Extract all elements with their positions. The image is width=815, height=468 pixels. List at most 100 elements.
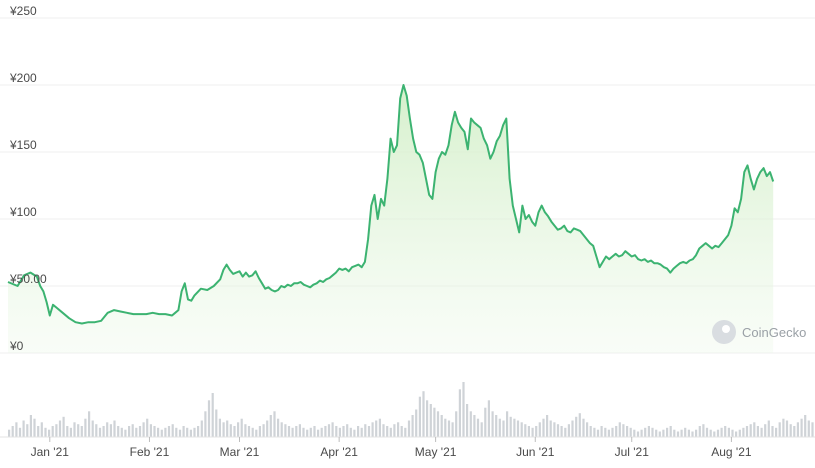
volume-bar <box>600 426 603 437</box>
volume-bar <box>796 422 799 437</box>
volume-bar <box>342 426 345 437</box>
volume-bar <box>95 424 98 437</box>
volume-bar <box>251 427 254 437</box>
volume-bars <box>0 382 815 438</box>
volume-bar <box>22 420 25 437</box>
volume-bar <box>167 426 171 437</box>
volume-bar <box>48 429 51 437</box>
volume-bar <box>695 429 698 437</box>
y-tick-label: ¥150 <box>9 138 37 152</box>
volume-bar <box>69 427 72 437</box>
volume-bar <box>18 427 22 437</box>
volume-bar <box>160 429 163 437</box>
volume-bar <box>735 431 738 437</box>
volume-bar <box>15 422 18 437</box>
y-tick-label: ¥50.00 <box>9 272 47 286</box>
x-tick-label: Aug '21 <box>711 445 752 459</box>
volume-bar <box>367 426 371 437</box>
volume-bar <box>364 424 367 437</box>
volume-bar <box>207 400 211 437</box>
volume-bar <box>724 426 727 437</box>
volume-bar <box>298 424 301 437</box>
volume-bar <box>775 427 778 437</box>
volume-bar <box>124 429 127 437</box>
volume-bar <box>546 415 549 437</box>
volume-bar <box>684 427 687 437</box>
x-tick-label: May '21 <box>415 445 457 459</box>
volume-bar <box>469 411 472 437</box>
volume-bar <box>189 429 192 437</box>
volume-bar <box>764 424 767 437</box>
volume-bar <box>8 429 11 437</box>
volume-bar <box>560 426 563 437</box>
volume-bar <box>676 431 680 437</box>
volume-bar <box>109 424 112 437</box>
volume-bar <box>29 415 32 437</box>
volume-bar <box>422 391 425 437</box>
volume-bar <box>687 429 690 437</box>
volume-bar <box>389 427 392 437</box>
volume-bar <box>727 427 730 437</box>
volume-bar <box>120 427 123 437</box>
volume-bar <box>353 429 356 437</box>
volume-bar <box>778 422 781 437</box>
volume-bar <box>426 400 429 437</box>
volume-bar <box>113 420 116 437</box>
watermark-label: CoinGecko <box>742 325 806 340</box>
volume-bar <box>506 411 509 437</box>
volume-bar <box>564 427 567 437</box>
volume-bar <box>117 426 120 437</box>
volume-bar <box>393 424 396 437</box>
volume-bar <box>131 424 134 437</box>
y-tick-label: ¥100 <box>9 205 37 219</box>
coingecko-watermark: CoinGecko <box>712 320 806 344</box>
volume-bar <box>451 422 454 437</box>
volume-bar <box>484 407 487 437</box>
volume-bar <box>415 409 418 437</box>
volume-bar <box>273 411 276 437</box>
volume-bar <box>153 426 156 437</box>
volume-bar <box>429 404 432 437</box>
volume-bar <box>720 427 723 437</box>
volume-bar <box>404 427 407 437</box>
volume-bar <box>622 424 625 437</box>
volume-bar <box>240 418 243 437</box>
volume-bar <box>793 426 796 437</box>
volume-bar <box>317 429 320 437</box>
volume-bar <box>495 415 498 437</box>
volume-bar <box>295 426 298 437</box>
volume-bar <box>455 411 458 437</box>
volume-bar <box>498 418 501 437</box>
volume-bar <box>247 426 251 437</box>
volume-bar <box>77 424 80 437</box>
volume-bar <box>226 420 229 437</box>
volume-bar <box>535 426 538 437</box>
volume-bar <box>804 415 807 437</box>
volume-bar <box>164 427 167 437</box>
volume-bar <box>335 426 338 437</box>
volume-bar <box>262 424 265 437</box>
volume-bar <box>222 422 225 437</box>
volume-bar <box>313 426 316 437</box>
volume-bar <box>542 418 545 437</box>
volume-bar <box>644 427 647 437</box>
volume-bar <box>284 424 287 437</box>
coingecko-logo-eye <box>722 325 730 333</box>
volume-bar <box>84 418 87 437</box>
volume-bar <box>360 427 363 437</box>
volume-bar <box>586 422 589 437</box>
volume-bar <box>756 426 759 437</box>
volume-bar <box>502 420 505 437</box>
volume-bar <box>611 427 614 437</box>
volume-bar <box>138 426 142 437</box>
volume-bar <box>357 426 360 437</box>
x-axis-ticks: Jan '21 Feb '21 Mar '21 Apr '21 May '21 Jun '… <box>31 437 752 459</box>
volume-bar <box>709 429 712 437</box>
volume-bar <box>749 424 752 437</box>
volume-bar <box>266 420 269 437</box>
volume-bar <box>149 424 152 437</box>
volume-bar <box>433 407 436 437</box>
volume-bar <box>309 427 312 437</box>
volume-bar <box>516 420 520 437</box>
volume-bar <box>705 427 709 437</box>
